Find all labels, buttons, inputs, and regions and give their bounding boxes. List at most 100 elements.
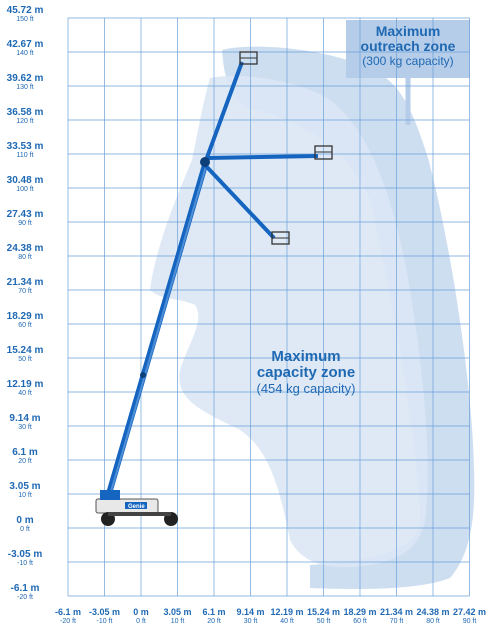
y-tick-feet: 0 ft [20, 526, 30, 533]
y-tick-feet: 130 ft [16, 84, 34, 91]
outreach-capacity: (300 kg capacity) [362, 54, 454, 68]
y-tick-label: 3.05 m 10 ft [0, 481, 50, 500]
y-tick-label: 30.48 m 100 ft [0, 175, 50, 194]
y-tick-label: 15.24 m 50 ft [0, 345, 50, 364]
y-tick-label: 9.14 m 30 ft [0, 413, 50, 432]
x-tick-label: 18.29 m 60 ft [340, 607, 380, 626]
y-tick-label: 45.72 m 150 ft [0, 5, 50, 24]
y-tick-label: -6.1 m -20 ft [0, 583, 50, 602]
y-tick-feet: 70 ft [18, 288, 32, 295]
x-tick-metric: 3.05 m [163, 607, 192, 617]
y-tick-label: 27.43 m 90 ft [0, 209, 50, 228]
x-tick-label: 27.42 m 90 ft [450, 607, 490, 626]
outreach-label-box [346, 20, 470, 78]
y-tick-feet: 30 ft [18, 424, 32, 431]
outreach-title-line2: outreach zone [360, 38, 456, 54]
x-tick-label: -3.05 m -10 ft [85, 607, 125, 626]
y-tick-metric: 30.48 m [6, 175, 44, 186]
x-tick-label: -6.1 m -20 ft [48, 607, 88, 626]
y-tick-feet: -20 ft [17, 594, 33, 601]
y-tick-metric: 39.62 m [6, 73, 44, 84]
y-tick-label: 6.1 m 20 ft [0, 447, 50, 466]
x-tick-metric: 6.1 m [202, 607, 226, 617]
outreach-zone-area [222, 46, 475, 589]
y-tick-feet: 90 ft [18, 220, 32, 227]
boom-joint-mid [140, 372, 146, 378]
y-tick-label: 36.58 m 120 ft [0, 107, 50, 126]
x-tick-metric: 18.29 m [343, 607, 377, 617]
capacity-capacity: (454 kg capacity) [256, 381, 356, 396]
y-tick-feet: -10 ft [17, 560, 33, 567]
y-tick-feet: 120 ft [16, 118, 34, 125]
y-tick-feet: 50 ft [18, 356, 32, 363]
y-tick-metric: 42.67 m [6, 39, 44, 50]
x-tick-label: 9.14 m 30 ft [231, 607, 271, 626]
y-tick-metric: 15.24 m [6, 345, 44, 356]
x-tick-feet: 80 ft [426, 618, 440, 625]
x-tick-metric: 12.19 m [270, 607, 304, 617]
platform-low [271, 231, 290, 245]
x-tick-metric: 21.34 m [379, 607, 414, 617]
capacity-zone-title: Maximum capacity zone (454 kg capacity) [232, 349, 380, 397]
y-tick-feet: 40 ft [18, 390, 32, 397]
y-tick-feet: 100 ft [16, 186, 34, 193]
y-tick-metric: 12.19 m [6, 379, 44, 390]
x-tick-metric: 9.14 m [236, 607, 265, 617]
capacity-zone-area [150, 76, 428, 568]
y-tick-feet: 110 ft [16, 152, 34, 159]
x-tick-feet: -10 ft [96, 618, 113, 625]
x-tick-feet: 40 ft [280, 618, 294, 625]
y-tick-metric: 6.1 m [12, 447, 38, 458]
y-tick-metric: 9.14 m [9, 413, 41, 424]
y-tick-metric: -6.1 m [10, 583, 40, 594]
y-tick-metric: 45.72 m [6, 5, 44, 16]
x-tick-metric: 0 m [133, 607, 149, 617]
jib-up [203, 61, 244, 164]
y-tick-metric: 3.05 m [9, 481, 41, 492]
y-tick-feet: 80 ft [18, 254, 32, 261]
main-boom-highlight [109, 165, 207, 496]
x-tick-label: 21.34 m 70 ft [377, 607, 417, 626]
x-tick-feet: -20 ft [60, 618, 76, 625]
y-tick-feet: 140 ft [16, 50, 34, 57]
chassis [95, 490, 178, 526]
y-tick-feet: 60 ft [18, 322, 32, 329]
x-tick-metric: 27.42 m [452, 607, 487, 617]
x-tick-metric: 24.38 m [416, 607, 450, 617]
x-tick-label: 6.1 m 20 ft [194, 607, 234, 626]
x-tick-label: 24.38 m 80 ft [413, 607, 453, 626]
y-tick-feet: 150 ft [16, 16, 34, 23]
jib-down [203, 163, 276, 240]
x-tick-feet: 60 ft [353, 618, 367, 625]
y-tick-metric: 36.58 m [6, 107, 44, 118]
y-tick-feet: 20 ft [18, 458, 32, 465]
platform-top [239, 51, 258, 65]
x-tick-metric: -6.1 m [54, 607, 81, 617]
main-boom [105, 162, 208, 500]
x-tick-metric: -3.05 m [88, 607, 121, 617]
capacity-title-line2: capacity zone [256, 364, 356, 381]
platform-right [314, 145, 333, 160]
outreach-title-line1: Maximum [375, 23, 441, 39]
brand-logo: Genie [128, 504, 145, 510]
y-tick-metric: 18.29 m [6, 311, 44, 322]
y-tick-metric: 33.53 m [6, 141, 44, 152]
y-tick-feet: 10 ft [18, 492, 32, 499]
x-tick-metric: 15.24 m [306, 607, 341, 617]
x-tick-feet: 30 ft [243, 618, 258, 625]
y-tick-label: 33.53 m 110 ft [0, 141, 50, 160]
y-tick-label: 18.29 m 60 ft [0, 311, 50, 330]
y-tick-metric: -3.05 m [7, 549, 43, 560]
jib-horizontal [206, 154, 319, 160]
y-tick-label: -3.05 m -10 ft [0, 549, 50, 568]
jib-pivot [200, 157, 210, 167]
x-tick-feet: 90 ft [462, 618, 477, 625]
x-tick-feet: 10 ft [170, 618, 185, 625]
x-tick-feet: 20 ft [207, 618, 221, 625]
y-tick-label: 42.67 m 140 ft [0, 39, 50, 58]
